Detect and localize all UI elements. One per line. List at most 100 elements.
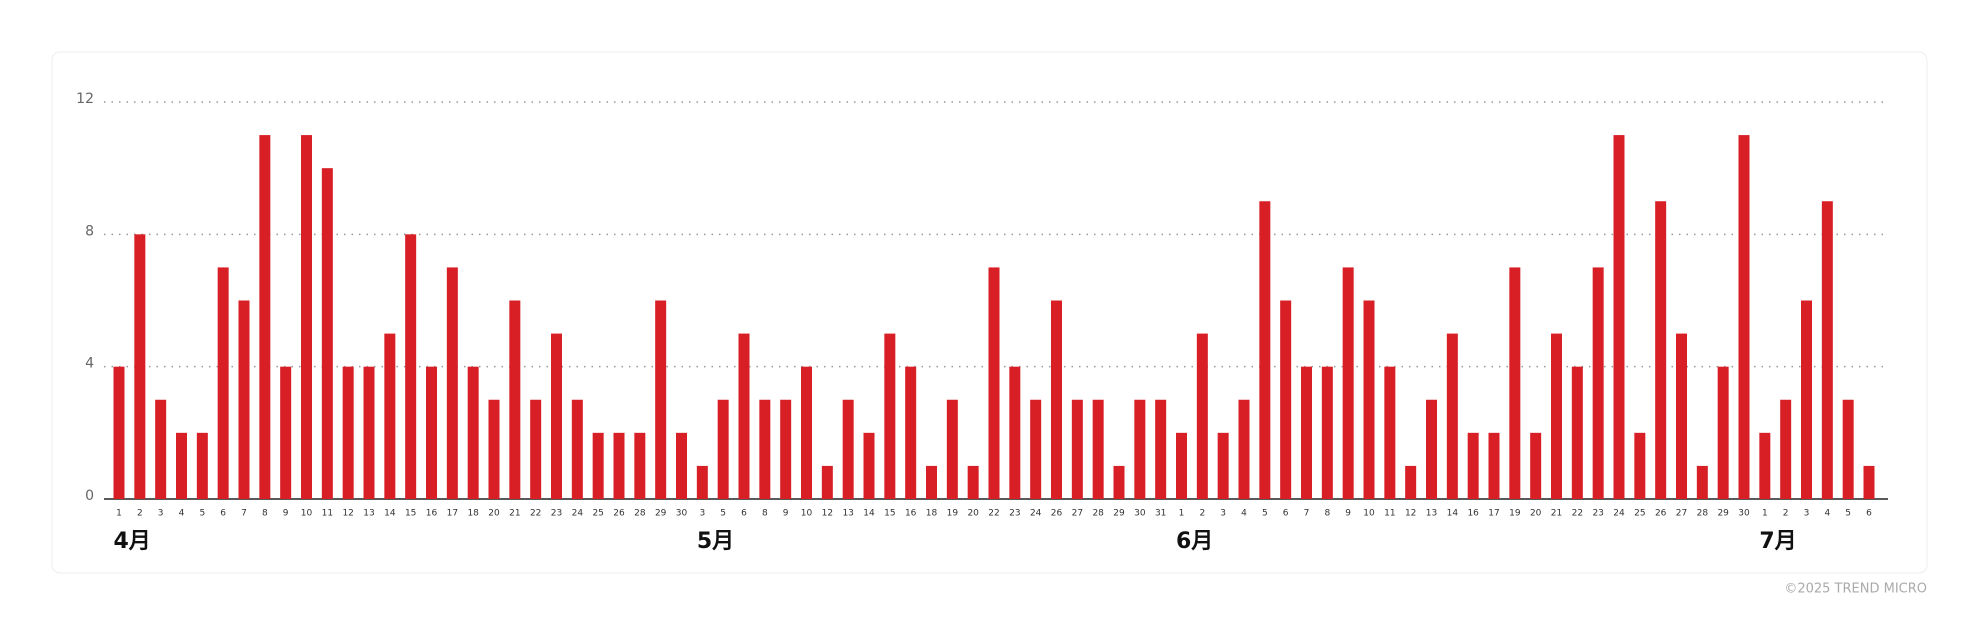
bar — [759, 399, 771, 499]
x-tick-label: 20 — [488, 509, 500, 519]
y-tick-label: 12 — [76, 91, 94, 107]
x-tick-label: 1 — [116, 509, 122, 519]
x-tick-label: 2 — [1199, 509, 1205, 519]
x-tick-label: 18 — [467, 509, 479, 519]
x-tick-label: 26 — [1051, 509, 1063, 519]
bar — [1634, 432, 1646, 499]
x-tick-label: 27 — [1676, 509, 1687, 519]
x-tick-label: 13 — [1426, 509, 1437, 519]
bar — [884, 333, 896, 499]
bar — [1759, 432, 1771, 499]
x-tick-label: 16 — [905, 509, 917, 519]
bar — [801, 366, 812, 499]
x-tick-label: 10 — [1363, 509, 1375, 519]
x-tick-label: 30 — [1134, 509, 1146, 519]
x-tick-label: 19 — [1509, 509, 1521, 519]
bar — [988, 267, 1000, 499]
x-tick-label: 24 — [572, 509, 584, 519]
x-tick-label: 12 — [342, 509, 353, 519]
bar — [1217, 432, 1229, 499]
bar — [1696, 465, 1708, 499]
x-tick-label: 9 — [1345, 509, 1351, 519]
x-tick-label: 28 — [1092, 509, 1104, 519]
x-tick-label: 2 — [1783, 509, 1789, 519]
x-tick-label: 13 — [363, 509, 374, 519]
x-tick-label: 26 — [1655, 509, 1667, 519]
x-tick-label: 13 — [842, 509, 853, 519]
x-tick-label: 9 — [783, 509, 789, 519]
bar — [134, 234, 146, 500]
bar — [1842, 399, 1854, 499]
bar — [1384, 366, 1396, 499]
x-tick-label: 17 — [1488, 509, 1499, 519]
bar — [1030, 399, 1042, 499]
bar — [1509, 267, 1521, 499]
bar — [1467, 432, 1479, 499]
bar — [821, 465, 833, 499]
x-tick-label: 16 — [426, 509, 438, 519]
bar — [467, 366, 479, 499]
bar — [946, 399, 958, 499]
x-tick-label: 10 — [801, 509, 813, 519]
x-tick-label: 12 — [822, 509, 833, 519]
x-tick-label: 5 — [1262, 509, 1268, 519]
x-tick-label: 28 — [1697, 509, 1709, 519]
x-tick-label: 6 — [1866, 509, 1872, 519]
bar — [1780, 399, 1792, 499]
x-tick-label: 19 — [947, 509, 959, 519]
x-tick-label: 6 — [220, 509, 226, 519]
bar — [426, 366, 437, 499]
bar — [1405, 465, 1417, 499]
bar — [1280, 300, 1292, 499]
x-tick-label: 22 — [530, 509, 541, 519]
x-tick-label: 31 — [1155, 509, 1166, 519]
bar — [1613, 135, 1625, 500]
bar — [676, 432, 687, 499]
x-tick-label: 1 — [1179, 509, 1185, 519]
bar — [1655, 201, 1667, 499]
bar — [717, 399, 729, 499]
x-tick-label: 5 — [1845, 509, 1851, 519]
bar — [509, 300, 521, 499]
bar — [1321, 366, 1333, 499]
y-tick-label: 4 — [85, 356, 94, 372]
x-tick-label: 28 — [634, 509, 646, 519]
bar — [1426, 399, 1437, 499]
x-tick-label: 15 — [405, 509, 416, 519]
bar — [696, 465, 708, 499]
x-tick-label: 3 — [699, 509, 705, 519]
x-tick-label: 29 — [655, 509, 667, 519]
bar — [571, 399, 583, 499]
x-tick-label: 17 — [447, 509, 458, 519]
bar — [1092, 399, 1104, 499]
bar — [1134, 399, 1146, 499]
bar — [1009, 366, 1021, 499]
x-tick-label: 2 — [137, 509, 143, 519]
bar — [863, 432, 875, 499]
bar — [655, 300, 667, 499]
bar — [780, 399, 792, 499]
bar — [1259, 201, 1271, 499]
x-tick-label: 6 — [741, 509, 747, 519]
x-tick-label: 23 — [1009, 509, 1020, 519]
x-tick-label: 30 — [1738, 509, 1750, 519]
x-tick-label: 29 — [1717, 509, 1729, 519]
bar — [301, 135, 312, 500]
bar — [238, 300, 250, 499]
x-tick-label: 15 — [884, 509, 895, 519]
bar — [842, 399, 854, 499]
bar — [113, 366, 125, 499]
bar — [967, 465, 979, 499]
bar — [1863, 465, 1875, 499]
y-tick-label: 0 — [85, 488, 94, 504]
x-tick-label: 3 — [1220, 509, 1226, 519]
x-tick-label: 12 — [1405, 509, 1416, 519]
x-tick-label: 16 — [1467, 509, 1479, 519]
bar — [1592, 267, 1604, 499]
bar — [530, 399, 542, 499]
bar — [321, 168, 333, 499]
x-tick-label: 5 — [720, 509, 726, 519]
x-tick-label: 11 — [322, 509, 333, 519]
bar — [1446, 333, 1458, 499]
month-label: 4月 — [114, 529, 151, 554]
